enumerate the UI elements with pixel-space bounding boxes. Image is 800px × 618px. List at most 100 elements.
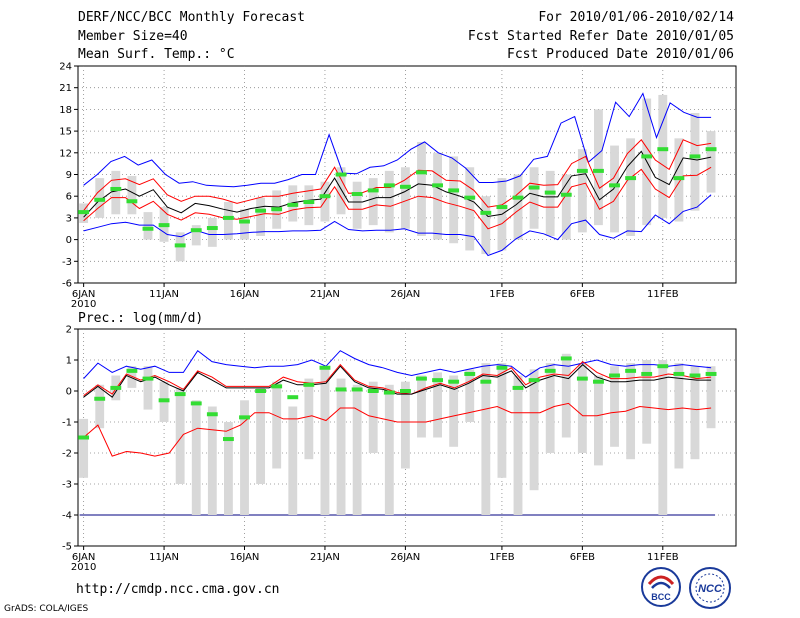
median-marker bbox=[496, 205, 508, 210]
box-bar bbox=[127, 366, 137, 388]
median-marker bbox=[367, 188, 379, 193]
median-marker bbox=[351, 387, 363, 392]
box-bar bbox=[111, 170, 121, 215]
median-marker bbox=[464, 371, 476, 376]
median-marker bbox=[190, 228, 202, 233]
panel1-ytick-label: 9 bbox=[66, 170, 72, 181]
median-marker bbox=[287, 202, 299, 207]
footer-url[interactable]: http://cmdp.ncc.cma.gov.cn bbox=[76, 582, 280, 597]
box-bar bbox=[690, 113, 700, 211]
box-bar bbox=[481, 196, 491, 255]
median-marker bbox=[705, 371, 717, 376]
box-bar bbox=[223, 201, 233, 240]
box-bar bbox=[320, 366, 330, 515]
box-bar bbox=[143, 366, 153, 410]
series-line-upper bbox=[83, 360, 712, 396]
median-marker bbox=[689, 373, 701, 378]
panel1-xtick-label: 11JAN bbox=[149, 289, 179, 300]
median-marker bbox=[544, 190, 556, 195]
series-line-max bbox=[83, 349, 712, 379]
panel2-xtick-label: 26JAN bbox=[390, 552, 420, 563]
box-bar bbox=[191, 225, 201, 246]
median-marker bbox=[609, 183, 620, 188]
panel1-ytick-label: 6 bbox=[66, 192, 72, 203]
ncc-logo: NCC bbox=[689, 567, 731, 609]
box-bar bbox=[626, 138, 636, 236]
median-marker bbox=[367, 389, 379, 393]
median-marker bbox=[94, 197, 106, 202]
panel2-ytick-label: -1 bbox=[62, 418, 72, 429]
box-bar bbox=[577, 149, 587, 233]
median-marker bbox=[544, 368, 556, 373]
box-bar bbox=[626, 363, 636, 460]
panel1-ytick-label: 18 bbox=[59, 105, 72, 116]
median-marker bbox=[609, 373, 620, 378]
box-bar bbox=[706, 366, 716, 429]
median-marker bbox=[673, 176, 685, 181]
median-marker bbox=[560, 192, 572, 197]
box-bar bbox=[127, 175, 137, 215]
box-bar bbox=[384, 384, 394, 515]
panel1-xtick-label: 11FEB bbox=[647, 289, 679, 300]
panel1-xtick-label: 26JAN bbox=[390, 289, 420, 300]
box-bar bbox=[449, 156, 459, 244]
panel2-frame bbox=[77, 328, 737, 547]
panel2-xtick-label: 11JAN bbox=[149, 552, 179, 563]
median-marker bbox=[416, 376, 427, 381]
panel1-xtick-label: 6JAN bbox=[72, 289, 95, 300]
panel2-xtick-label: 11FEB bbox=[647, 552, 679, 563]
median-marker bbox=[78, 210, 90, 215]
median-marker bbox=[657, 364, 669, 369]
box-bar bbox=[433, 152, 442, 240]
panel2-ytick-label: -4 bbox=[62, 511, 72, 522]
panel2-xtick-label: 21JAN bbox=[310, 552, 340, 563]
median-marker bbox=[335, 172, 347, 177]
median-marker bbox=[222, 215, 234, 220]
median-marker bbox=[448, 188, 460, 193]
panel1-ytick-label: 21 bbox=[59, 83, 72, 94]
forecast-produced: Fcst Produced Date 2010/01/06 bbox=[507, 47, 734, 62]
median-marker bbox=[303, 199, 315, 204]
median-marker bbox=[641, 371, 653, 376]
median-marker bbox=[142, 226, 154, 231]
median-marker bbox=[271, 207, 283, 212]
panel1-ytick-label: 12 bbox=[59, 148, 72, 159]
median-marker bbox=[625, 368, 637, 373]
panel2-ytick-label: -2 bbox=[62, 449, 72, 460]
median-marker bbox=[174, 243, 186, 248]
series-line-mean bbox=[83, 363, 712, 398]
median-marker bbox=[593, 379, 604, 384]
median-marker bbox=[689, 154, 701, 159]
box-bar bbox=[240, 209, 249, 240]
box-bar bbox=[529, 167, 539, 229]
median-marker bbox=[351, 192, 363, 197]
forecast-started: Fcst Started Refer Date 2010/01/05 bbox=[467, 29, 734, 44]
panel1-xtick-label: 6FEB bbox=[570, 289, 595, 300]
median-marker bbox=[512, 385, 524, 390]
box-bar bbox=[417, 375, 426, 438]
box-bar bbox=[79, 418, 89, 478]
median-marker bbox=[705, 147, 717, 152]
panel2-year-label: 2010 bbox=[71, 562, 96, 573]
box-bar bbox=[384, 170, 394, 233]
panel2-ytick-label: 1 bbox=[66, 356, 72, 367]
box-bar bbox=[400, 167, 410, 229]
panel1-year-label: 2010 bbox=[71, 299, 96, 310]
box-bar bbox=[545, 170, 555, 236]
box-bar bbox=[95, 384, 105, 429]
box-bar bbox=[336, 378, 346, 515]
box-bar bbox=[175, 387, 185, 484]
box-bar bbox=[352, 384, 362, 515]
median-marker bbox=[158, 223, 170, 228]
panel2-xtick-label: 6FEB bbox=[570, 552, 595, 563]
panel1-ytick-label: 3 bbox=[66, 213, 72, 224]
box-bar bbox=[577, 363, 587, 453]
median-marker bbox=[657, 147, 669, 152]
panel1-ytick-label: 0 bbox=[66, 235, 72, 246]
panel1-ytick-label: 15 bbox=[59, 127, 72, 138]
box-bar bbox=[417, 141, 426, 236]
panel1-title: Mean Surf. Temp.: °C bbox=[78, 47, 235, 62]
box-bar bbox=[561, 174, 571, 240]
median-marker bbox=[158, 398, 170, 403]
